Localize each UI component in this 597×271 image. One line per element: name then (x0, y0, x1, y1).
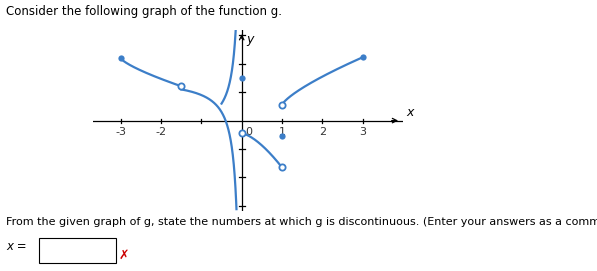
Text: 3: 3 (359, 127, 366, 137)
Text: 0: 0 (245, 127, 253, 137)
Text: 2: 2 (319, 127, 326, 137)
Text: -3: -3 (115, 127, 126, 137)
Text: 1: 1 (279, 127, 285, 137)
Text: Consider the following graph of the function g.: Consider the following graph of the func… (6, 5, 282, 18)
Text: x: x (406, 106, 414, 119)
Text: y: y (247, 33, 254, 46)
Text: ✗: ✗ (119, 249, 130, 262)
Text: From the given graph of g, state the numbers at which g is discontinuous. (Enter: From the given graph of g, state the num… (6, 217, 597, 227)
Text: -2: -2 (155, 127, 167, 137)
Text: x =: x = (6, 240, 27, 253)
